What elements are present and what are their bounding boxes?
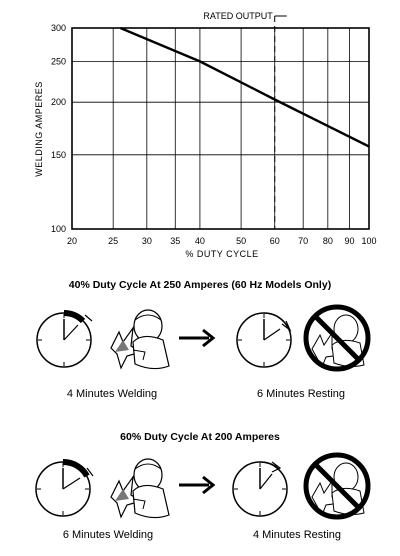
- example-2-resting-caption: 4 Minutes Resting: [252, 529, 342, 541]
- x-tick-labels: 20 25 30 35 40 50 60 70 80 90 100: [67, 236, 377, 246]
- x-tick-label: 100: [361, 236, 376, 246]
- duty-cycle-chart: RATED OUTPUT 20 25 30 35 40 50 60 70 80 90 100 100…: [34, 11, 377, 259]
- example-2-welding-caption: 6 Minutes Welding: [62, 529, 154, 541]
- y-tick-label: 100: [51, 224, 66, 234]
- example-1-title: 40% Duty Cycle At 250 Amperes (60 Hz Mod…: [68, 279, 332, 291]
- arrow-right-icon: [179, 328, 216, 348]
- x-tick-label: 40: [195, 236, 205, 246]
- x-tick-label: 90: [345, 236, 355, 246]
- x-tick-label: 70: [298, 236, 308, 246]
- clock-icon: [232, 461, 288, 517]
- arrow-right-icon: [179, 475, 216, 495]
- clock-icon: [35, 458, 94, 517]
- example-1-resting-caption: 6 Minutes Resting: [256, 388, 346, 400]
- clock-icon: [36, 310, 93, 368]
- x-axis-label: % DUTY CYCLE: [185, 249, 258, 259]
- welder-icon: [110, 458, 170, 519]
- y-tick-label: 300: [51, 23, 66, 33]
- x-tick-label: 20: [67, 236, 77, 246]
- no-welding-icon: [303, 452, 371, 520]
- plot-frame: [71, 27, 370, 230]
- y-grid: [72, 27, 369, 230]
- x-tick-label: 50: [236, 236, 246, 246]
- series-line-0: [119, 26, 370, 148]
- x-tick-label: 35: [170, 236, 180, 246]
- x-tick-label: 30: [142, 236, 152, 246]
- y-tick-label: 250: [51, 56, 66, 66]
- y-tick-label: 200: [51, 97, 66, 107]
- welder-icon: [110, 309, 170, 370]
- x-tick-label: 60: [270, 236, 280, 246]
- x-tick-label: 80: [323, 236, 333, 246]
- y-tick-labels: 100 150 200 250 300: [51, 23, 66, 234]
- clock-icon: [236, 312, 292, 368]
- x-grid: [71, 28, 370, 229]
- x-tick-label: 25: [108, 236, 118, 246]
- example-1-welding-caption: 4 Minutes Welding: [66, 388, 158, 400]
- rated-output-label: RATED OUTPUT: [203, 11, 273, 21]
- example-2-title: 60% Duty Cycle At 200 Amperes: [120, 431, 280, 443]
- y-axis-label: WELDING AMPERES: [34, 81, 44, 177]
- no-welding-icon: [303, 304, 371, 372]
- y-tick-label: 150: [51, 150, 66, 160]
